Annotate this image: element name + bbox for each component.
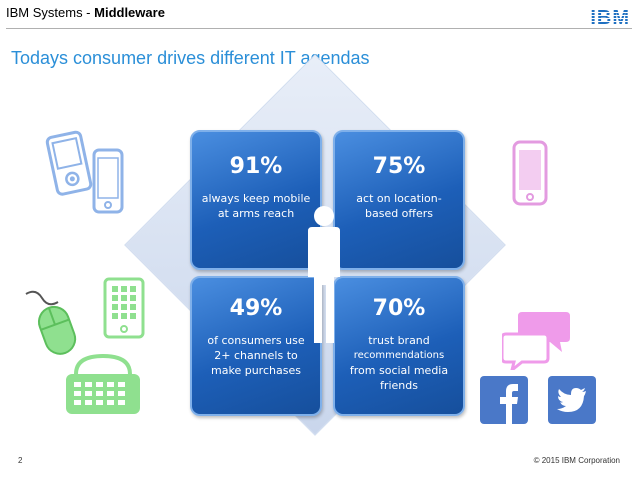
mouse-icon (25, 290, 77, 355)
stat-description-line: trust brand (368, 334, 430, 347)
page-number: 2 (18, 456, 23, 465)
stat-tile-mobile: 91% always keep mobile at arms reach (190, 130, 322, 270)
copyright: © 2015 IBM Corporation (533, 456, 620, 465)
header-company: IBM Systems - (6, 5, 95, 20)
phone-icon (512, 140, 548, 206)
shopping-basket-icon (66, 354, 140, 414)
stat-description: act on location-based offers (356, 192, 442, 220)
header-title: IBM Systems - Middleware (6, 5, 165, 20)
slide-title: Todays consumer drives different IT agen… (11, 48, 370, 68)
stat-description-line: from social media friends (349, 364, 449, 392)
header-divider (6, 28, 632, 29)
facebook-icon (480, 376, 528, 424)
stat-tile-location: 75% act on location-based offers (333, 130, 465, 270)
stat-tile-social: 70% trust brand recommendations from soc… (333, 276, 465, 416)
stat-percentage: 91% (229, 154, 283, 179)
stat-percentage: 49% (229, 296, 283, 321)
stat-description: always keep mobile at arms reach (201, 192, 311, 220)
stat-description-line: recommendations (353, 350, 445, 361)
ibm-logo: IBM (590, 7, 630, 29)
camera-phone-icon (45, 130, 93, 196)
stat-description: of consumers use 2+ channels to make pur… (207, 334, 305, 377)
stat-percentage: 70% (372, 296, 426, 321)
tablet-icon (103, 277, 145, 339)
twitter-icon (548, 376, 596, 424)
stat-description: trust brand recommendations from social … (335, 333, 463, 393)
header-section: Middleware (94, 5, 165, 20)
stat-percentage: 75% (372, 154, 426, 179)
smartphone-icon (92, 148, 124, 214)
person-icon (308, 206, 340, 343)
chat-bubbles-icon (502, 312, 570, 370)
stat-tile-channels: 49% of consumers use 2+ channels to make… (190, 276, 322, 416)
